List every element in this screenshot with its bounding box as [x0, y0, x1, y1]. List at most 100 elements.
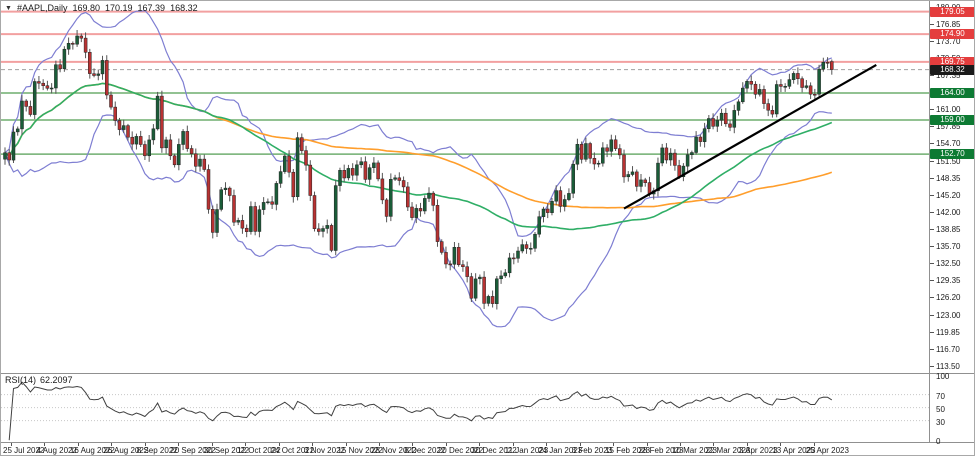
rsi-axis-tick-label: 70	[936, 391, 945, 401]
rsi-axis-tick-label: 100	[936, 372, 950, 381]
bearish-candle	[456, 247, 461, 265]
bullish-candle	[389, 179, 393, 217]
bullish-candle	[236, 220, 240, 223]
rsi-name: RSI(14)	[5, 375, 37, 385]
bullish-candle	[219, 189, 223, 210]
bullish-candle	[121, 125, 126, 130]
bullish-candle	[817, 68, 821, 95]
support-price-badge: 159.00	[930, 115, 974, 125]
bullish-candle	[567, 193, 571, 200]
bullish-candle	[372, 162, 376, 168]
axis-tick-mark	[930, 24, 934, 25]
moving-average-orange[interactable]	[4, 82, 833, 209]
bullish-candle	[499, 275, 503, 280]
price-axis-tick-label: 123.00	[936, 310, 961, 320]
axis-tick-mark	[930, 143, 934, 144]
bearish-candle	[202, 158, 207, 170]
price-chart-canvas[interactable]	[1, 1, 929, 373]
time-axis-date-label: 25 Jul 2022	[3, 446, 45, 455]
price-axis-tick-label: 116.70	[936, 344, 960, 354]
price-axis-tick-label: 138.85	[936, 224, 961, 234]
bearish-candle	[406, 186, 410, 208]
bearish-candle	[512, 257, 516, 260]
bearish-candle	[461, 264, 465, 267]
high-value: 170.19	[105, 3, 133, 13]
time-axis-tick-mark	[77, 443, 79, 446]
bearish-candle	[88, 52, 92, 74]
price-axis[interactable]: 180.00176.85173.70170.50167.35161.00157.…	[930, 1, 974, 455]
collapse-chart-icon[interactable]: ▼	[5, 4, 12, 12]
time-axis-tick-mark	[780, 443, 782, 446]
price-axis-tick-label: 135.70	[936, 241, 961, 251]
bullish-candle	[134, 136, 139, 145]
bullish-candle	[155, 95, 160, 130]
time-axis-date-label: 25 Apr 2023	[805, 446, 849, 455]
time-axis-tick-mark	[479, 443, 481, 446]
ascending-trendline[interactable]	[623, 63, 877, 210]
time-axis-date-label: 26 Aug 2022	[103, 446, 149, 455]
rsi-indicator-canvas[interactable]	[1, 373, 929, 442]
time-axis[interactable]: 25 Jul 2022 4 Aug 2022 16 Aug 2022 26 Aug 2…	[1, 443, 929, 455]
bearish-candle	[749, 81, 753, 85]
price-axis-tick-label: 173.70	[936, 36, 961, 46]
price-axis-tick-label: 167.35	[936, 70, 961, 80]
bearish-candle	[232, 195, 236, 223]
axis-tick-mark	[930, 41, 934, 42]
axis-tick-mark	[930, 246, 934, 247]
bullish-candle	[562, 199, 567, 207]
bearish-candle	[37, 81, 41, 84]
bullish-candle	[533, 233, 537, 249]
bullish-candle	[257, 209, 262, 232]
bullish-candle	[321, 228, 325, 232]
bullish-candle	[719, 112, 724, 121]
bullish-candle	[660, 147, 664, 164]
support-price-badge: 164.00	[930, 88, 974, 98]
axis-tick-mark	[930, 297, 934, 298]
bearish-candle	[418, 208, 423, 212]
bearish-candle	[490, 296, 495, 304]
bearish-candle	[635, 171, 639, 187]
time-axis-tick-mark	[512, 443, 514, 446]
bullish-candle	[702, 128, 707, 142]
moving-average-green[interactable]	[4, 82, 833, 231]
time-axis-tick-mark	[680, 443, 681, 446]
bullish-candle	[774, 84, 779, 115]
bollinger-upper-band[interactable]	[4, 9, 833, 238]
bullish-candle	[690, 152, 694, 155]
bullish-candle	[630, 171, 635, 175]
bearish-candle	[291, 171, 296, 198]
panel-separator[interactable]	[1, 373, 974, 374]
bearish-candle	[168, 139, 173, 157]
bearish-candle	[270, 201, 274, 205]
bearish-candle	[677, 165, 681, 178]
bullish-candle	[715, 120, 720, 127]
bearish-candle	[808, 85, 813, 95]
axis-tick-mark	[930, 75, 934, 76]
bullish-candle	[147, 139, 151, 157]
bullish-candle	[473, 278, 478, 299]
time-axis-date-label: 10 Mar 2023	[672, 446, 717, 455]
time-axis-tick-mark	[713, 443, 715, 446]
bollinger-lower-band[interactable]	[4, 111, 832, 328]
bearish-candle	[342, 170, 346, 179]
bullish-candle	[283, 155, 287, 172]
bearish-candle	[605, 147, 609, 152]
price-axis-tick-label: 142.00	[936, 207, 961, 217]
bearish-candle	[79, 35, 84, 39]
bearish-candle	[613, 139, 618, 149]
price-axis-tick-label: 154.70	[936, 139, 961, 149]
bearish-candle	[724, 112, 728, 125]
bullish-candle	[423, 198, 427, 212]
bearish-candle	[244, 227, 249, 232]
bearish-candle	[410, 206, 414, 218]
bearish-candle	[439, 241, 444, 253]
bearish-candle	[194, 153, 198, 167]
bearish-candle	[304, 150, 308, 166]
bullish-candle	[181, 131, 185, 145]
bearish-candle	[206, 169, 211, 210]
price-axis-border	[929, 1, 930, 442]
chart-header: ▼ #AAPL,Daily 169.80 170.19 167.39 168.3…	[5, 3, 198, 13]
time-axis-tick-mark	[111, 443, 113, 446]
rsi-line[interactable]	[8, 381, 833, 441]
